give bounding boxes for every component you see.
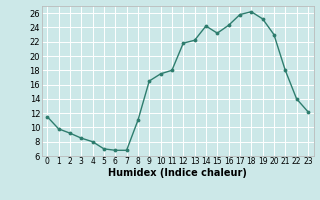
X-axis label: Humidex (Indice chaleur): Humidex (Indice chaleur) — [108, 168, 247, 178]
